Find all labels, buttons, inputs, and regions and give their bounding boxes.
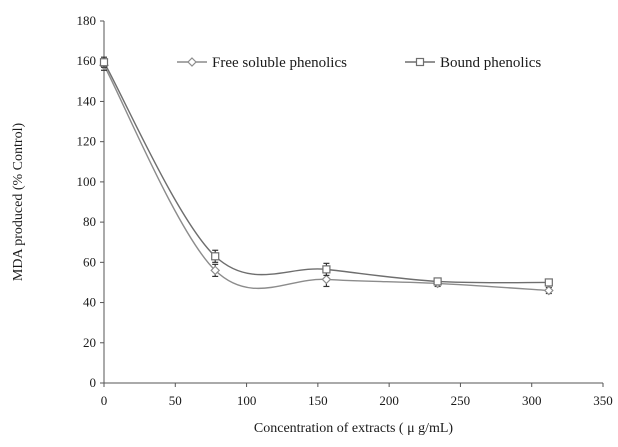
y-tick-label: 60 [83,254,96,269]
x-tick-label: 200 [379,393,399,408]
y-tick-label: 80 [83,214,96,229]
legend-label: Free soluble phenolics [212,55,347,71]
x-tick-label: 50 [169,393,182,408]
x-tick-label: 350 [593,393,613,408]
data-point [210,265,221,276]
y-tick-label: 120 [77,134,97,149]
legend-item-1: Free soluble phenolics [177,55,347,71]
y-tick-label: 0 [90,375,97,390]
y-tick-label: 140 [77,93,97,108]
y-tick-label: 40 [83,295,96,310]
legend-marker [187,57,197,67]
y-tick-label: 180 [77,13,97,28]
y-axis-title: MDA produced (% Control) [11,123,26,282]
series-line [103,64,549,292]
data-point [543,285,554,296]
x-axis-title: Concentration of extracts ( μ g/mL) [254,421,454,436]
data-point [99,58,109,67]
series-2 [99,56,553,287]
x-tick-label: 150 [308,393,328,408]
data-point [211,252,220,261]
x-tick-label: 250 [451,393,471,408]
y-tick-label: 100 [77,174,97,189]
data-point [322,265,331,274]
y-tick-label: 20 [83,335,96,350]
data-point [433,277,442,286]
axes: 0 20 40 60 80 100 120 140 160 180 0 50 100 150 200 250 3… [77,13,613,408]
series-line [103,61,549,284]
legend: Free soluble phenolics Bound phenolics [177,55,541,71]
legend-label: Bound phenolics [440,55,541,71]
x-tick-label: 100 [237,393,257,408]
legend-item-2: Bound phenolics [405,55,541,71]
data-point [321,274,332,285]
x-tick-label: 0 [101,393,108,408]
data-point [544,278,553,287]
y-tick-label: 160 [77,53,97,68]
legend-marker [415,57,425,67]
x-tick-label: 300 [522,393,542,408]
series-1 [99,59,554,296]
series-layer [99,56,554,296]
